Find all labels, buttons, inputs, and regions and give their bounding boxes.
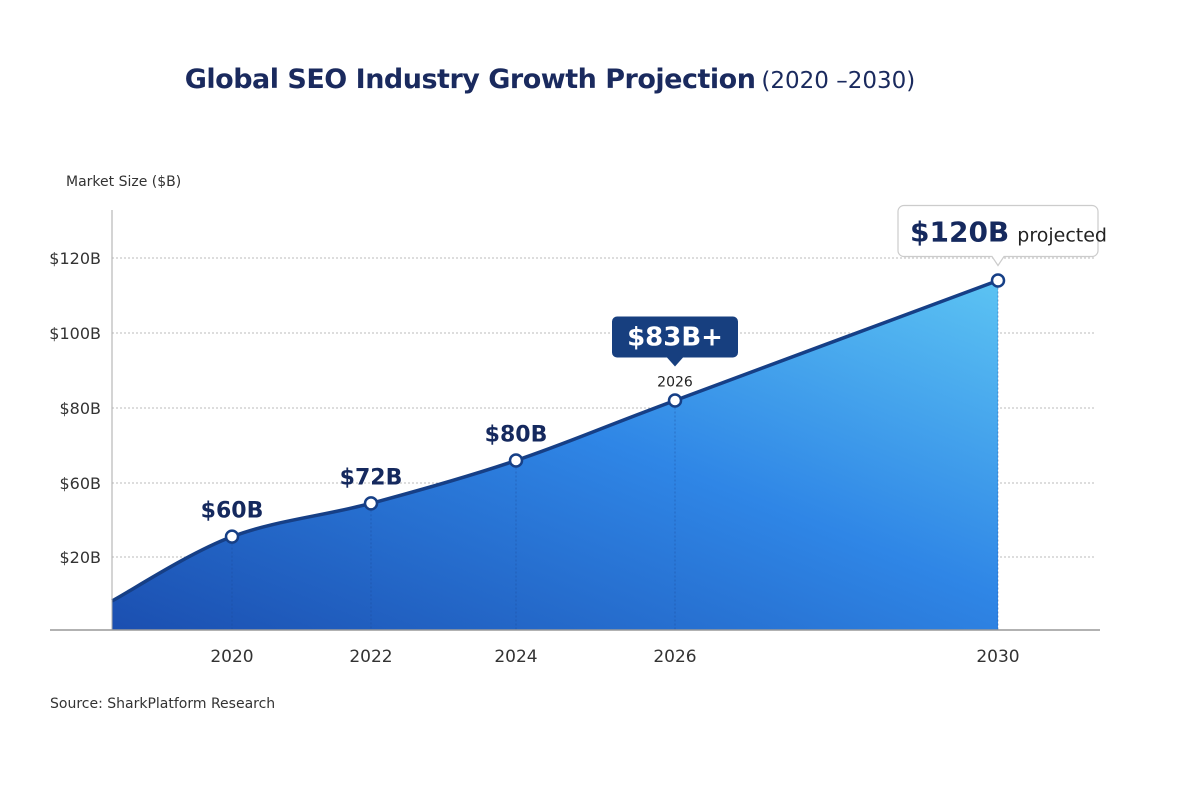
source-note: Source: SharkPlatform Research [50, 696, 276, 712]
data-label: $72B [340, 465, 403, 490]
chart-title: Global SEO Industry Growth Projection (20… [0, 64, 1100, 95]
y-tick-label: $120B [49, 249, 101, 268]
highlight-value: $83B+ [627, 323, 723, 353]
y-tick-label: $80B [59, 399, 101, 418]
x-tick-label: 2020 [210, 647, 253, 667]
projection-label: $120B projected [910, 216, 1107, 249]
title-subtitle: (2020 –2030) [761, 68, 916, 94]
x-tick-label: 2024 [494, 647, 537, 667]
y-tick-label: $20B [59, 548, 101, 567]
data-label: $80B [485, 423, 548, 448]
data-point [508, 453, 524, 468]
highlight-callout-box [612, 316, 738, 367]
area-fill [112, 280, 998, 630]
projection-callout-box [897, 204, 1099, 267]
x-tick-label: 2022 [349, 647, 392, 667]
data-point [224, 529, 240, 544]
title-main: Global SEO Industry Growth Projection [184, 64, 756, 95]
y-tick-label: $100B [49, 324, 101, 343]
x-tick-label: 2030 [976, 647, 1019, 667]
data-label: $60B [201, 499, 264, 524]
x-tick-label: 2026 [653, 647, 696, 667]
y-axis-label: Market Size ($B) [66, 174, 182, 190]
projection-suffix: projected [1017, 225, 1107, 247]
data-point [990, 273, 1006, 288]
projection-value: $120B [910, 216, 1009, 249]
data-point [363, 496, 379, 511]
highlight-year: 2026 [657, 375, 693, 391]
y-tick-label: $60B [59, 474, 101, 493]
data-point [667, 393, 683, 408]
